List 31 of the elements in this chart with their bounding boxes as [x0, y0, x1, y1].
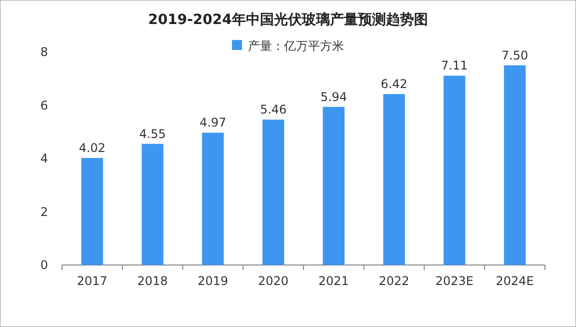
bar [322, 106, 345, 265]
text: 7.11 [441, 58, 468, 73]
bar [383, 94, 405, 265]
bar [142, 144, 164, 265]
x-tick-label: 2023E [435, 274, 474, 288]
chart-title: 2019-2024年中国光伏玻璃产量预测趋势图 [148, 11, 428, 28]
text: 4.97 [200, 116, 226, 130]
bar [202, 132, 224, 265]
y-tick-label: 8 [40, 45, 48, 59]
bar [262, 120, 284, 265]
y-tick-label: 6 [40, 98, 48, 112]
bar [81, 158, 104, 265]
x-tick-label: 2022 [378, 274, 410, 288]
text: 4.55 [139, 126, 166, 141]
text: 5.46 [260, 102, 287, 117]
legend-label: 产量：亿万平方米 [248, 39, 344, 53]
x-tick-label: 2017 [76, 274, 108, 288]
text: 5.94 [320, 90, 348, 104]
bar [504, 65, 526, 265]
y-tick-label: 0 [40, 258, 48, 272]
y-tick-label: 4 [40, 152, 48, 166]
text: 6.42 [380, 77, 408, 92]
text: 7.50 [501, 48, 528, 62]
x-tick-label: 2024E [496, 274, 534, 288]
y-tick-label: 2 [40, 204, 48, 219]
x-tick-label: 2018 [137, 274, 168, 288]
bar [444, 76, 466, 265]
x-tick-label: 2020 [258, 274, 289, 288]
x-tick-label: 2019 [198, 274, 228, 288]
x-tick-label: 2021 [318, 274, 349, 288]
text: 4.02 [78, 140, 106, 155]
